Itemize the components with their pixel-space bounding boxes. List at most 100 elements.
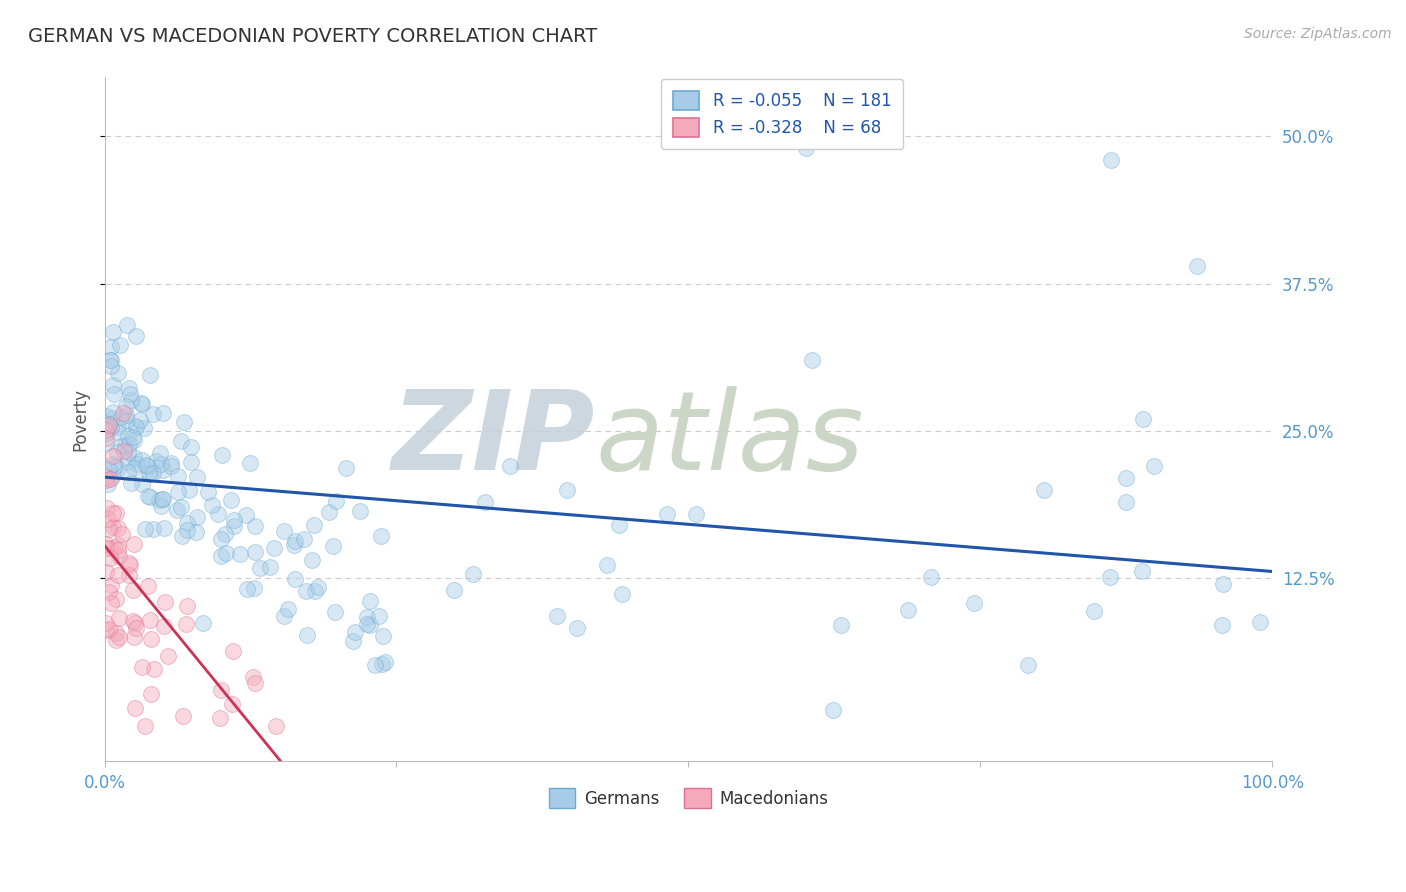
Point (153, 619, 176, 633)
Point (1212, 577, 1234, 591)
Point (821, 703, 844, 717)
Point (94, 431, 117, 445)
Point (201, 498, 224, 512)
Point (167, 484, 190, 499)
Point (110, 439, 132, 453)
Point (546, 608, 568, 623)
Point (359, 594, 381, 608)
Point (297, 628, 319, 642)
Point (1249, 615, 1271, 629)
Point (118, 382, 141, 396)
Point (655, 507, 678, 521)
Point (122, 450, 145, 465)
Point (259, 560, 281, 574)
Point (105, 591, 128, 606)
Point (139, 368, 162, 382)
Point (117, 445, 139, 459)
Point (100, 596, 122, 610)
Point (131, 453, 153, 467)
Point (108, 338, 131, 352)
Point (97, 476, 120, 491)
Point (555, 483, 578, 497)
Point (277, 601, 299, 615)
Point (97, 417, 120, 431)
Point (136, 579, 159, 593)
Text: GERMAN VS MACEDONIAN POVERTY CORRELATION CHART: GERMAN VS MACEDONIAN POVERTY CORRELATION… (28, 27, 598, 45)
Point (215, 546, 238, 560)
Point (97, 622, 120, 636)
Point (136, 489, 159, 503)
Point (364, 658, 387, 673)
Point (243, 581, 266, 595)
Point (107, 366, 129, 380)
Point (131, 659, 153, 673)
Point (607, 518, 630, 533)
Point (107, 420, 129, 434)
Point (294, 583, 316, 598)
Point (122, 430, 145, 444)
Point (132, 421, 155, 435)
Point (325, 494, 347, 508)
Point (94, 566, 117, 580)
Point (186, 510, 208, 524)
Point (1098, 570, 1121, 584)
Point (125, 419, 148, 434)
Point (142, 662, 165, 676)
Point (100, 411, 122, 425)
Point (104, 506, 127, 520)
Point (98, 462, 121, 476)
Point (222, 518, 245, 533)
Point (1083, 604, 1105, 618)
Point (176, 516, 198, 531)
Point (373, 629, 395, 643)
Point (96, 616, 118, 631)
Point (180, 440, 202, 454)
Point (115, 412, 138, 426)
Point (115, 408, 138, 422)
Point (110, 409, 132, 424)
Point (100, 359, 122, 373)
Point (111, 526, 134, 541)
Point (209, 683, 232, 698)
Point (284, 534, 307, 549)
Point (153, 521, 176, 535)
Point (264, 719, 287, 733)
Point (166, 503, 188, 517)
Point (153, 595, 176, 609)
Point (107, 630, 129, 644)
Point (139, 490, 162, 504)
Point (105, 425, 128, 440)
Point (685, 507, 707, 521)
Point (343, 625, 366, 640)
Point (120, 392, 142, 407)
Point (118, 387, 141, 401)
Point (103, 457, 125, 471)
Point (1033, 483, 1056, 497)
Point (117, 465, 139, 479)
Point (1211, 618, 1233, 632)
Point (273, 524, 295, 539)
Point (221, 493, 243, 508)
Point (349, 503, 371, 517)
Point (101, 470, 124, 484)
Point (117, 455, 139, 469)
Point (139, 613, 162, 627)
Point (107, 568, 129, 582)
Point (1115, 471, 1137, 485)
Point (142, 466, 165, 480)
Point (374, 655, 396, 669)
Point (96, 469, 118, 483)
Point (318, 505, 340, 519)
Point (292, 532, 315, 546)
Point (152, 463, 174, 477)
Point (125, 329, 148, 343)
Point (1115, 495, 1137, 509)
Point (283, 572, 305, 586)
Point (239, 456, 262, 470)
Point (107, 538, 129, 552)
Point (176, 616, 198, 631)
Point (356, 617, 378, 632)
Point (474, 495, 496, 509)
Point (301, 552, 323, 566)
Point (371, 657, 394, 671)
